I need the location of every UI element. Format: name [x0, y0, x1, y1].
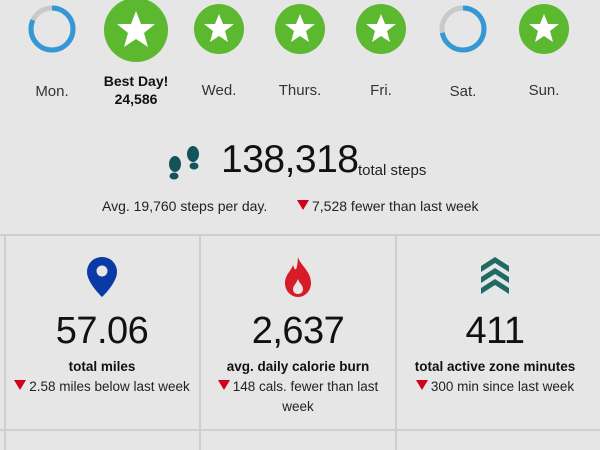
day-label: Sat.	[449, 83, 477, 100]
stat-label: total miles	[68, 359, 136, 374]
day-label: Mon.	[35, 83, 69, 100]
divider	[395, 234, 397, 450]
day-wed[interactable]: Wed.	[174, 0, 264, 99]
stat-value: 411	[465, 310, 525, 352]
day-label: Sun.	[528, 82, 560, 99]
stat-value: 2,637	[251, 310, 345, 352]
day-label: Thurs.	[278, 82, 322, 99]
star-badge-icon	[519, 4, 569, 54]
stat-compare: 148 cals. fewer than last week	[210, 377, 386, 417]
steps-change: 7,528 fewer than last week	[297, 198, 479, 214]
stat-compare-text: 300 min since last week	[430, 379, 575, 394]
down-triangle-icon	[415, 380, 428, 390]
stat-label: total active zone minutes	[414, 359, 576, 374]
best-day-title: Best Day!	[103, 73, 169, 89]
star-badge-icon	[194, 4, 244, 54]
flame-icon	[200, 255, 396, 299]
day-label: Fri.	[370, 82, 392, 99]
stat-label: avg. daily calorie burn	[226, 359, 370, 374]
down-triangle-icon	[297, 200, 309, 210]
divider	[4, 234, 6, 450]
steps-total: 138,318 total steps	[0, 138, 600, 190]
progress-ring-icon	[439, 5, 487, 53]
day-mon[interactable]: Mon.	[7, 0, 97, 100]
star-badge-icon	[275, 4, 325, 54]
star-badge-icon	[356, 4, 406, 54]
location-pin-icon	[4, 255, 200, 299]
day-sun[interactable]: Sun.	[499, 0, 589, 99]
stat-compare: 300 min since last week	[401, 377, 589, 397]
down-triangle-icon	[217, 380, 230, 390]
week-summary: Mon. Best Day! 24,586 Wed. Thurs. Fri.	[0, 0, 600, 120]
best-day-value: 24,586	[114, 91, 158, 107]
stat-compare-text: 2.58 miles below last week	[29, 379, 190, 394]
divider	[0, 429, 600, 431]
day-best[interactable]: Best Day! 24,586	[91, 0, 181, 108]
day-label: Wed.	[201, 82, 237, 99]
day-fri[interactable]: Fri.	[336, 0, 426, 99]
average-steps-text: Avg. 19,760 steps per day.	[102, 198, 268, 214]
down-triangle-icon	[14, 380, 27, 390]
divider	[199, 234, 201, 450]
chevrons-up-icon	[397, 255, 593, 295]
stat-value: 57.06	[55, 310, 149, 352]
total-steps-value: 138,318	[221, 138, 359, 181]
total-steps-unit: total steps	[358, 162, 427, 179]
day-thurs[interactable]: Thurs.	[255, 0, 345, 99]
star-badge-icon	[104, 0, 168, 62]
stat-compare: 2.58 miles below last week	[8, 377, 196, 397]
steps-change-text: 7,528 fewer than last week	[312, 198, 479, 214]
divider	[0, 234, 600, 236]
progress-ring-icon	[28, 5, 76, 53]
stat-compare-text: 148 cals. fewer than last week	[232, 379, 379, 414]
day-sat[interactable]: Sat.	[418, 0, 508, 100]
stat-card-miles[interactable]: 57.06 total miles 2.58 miles below last …	[4, 237, 200, 430]
stat-card-calories[interactable]: 2,637 avg. daily calorie burn 148 cals. …	[200, 237, 396, 430]
stat-card-zone-minutes[interactable]: 411 total active zone minutes 300 min si…	[397, 237, 593, 430]
footprints-icon	[165, 144, 205, 185]
